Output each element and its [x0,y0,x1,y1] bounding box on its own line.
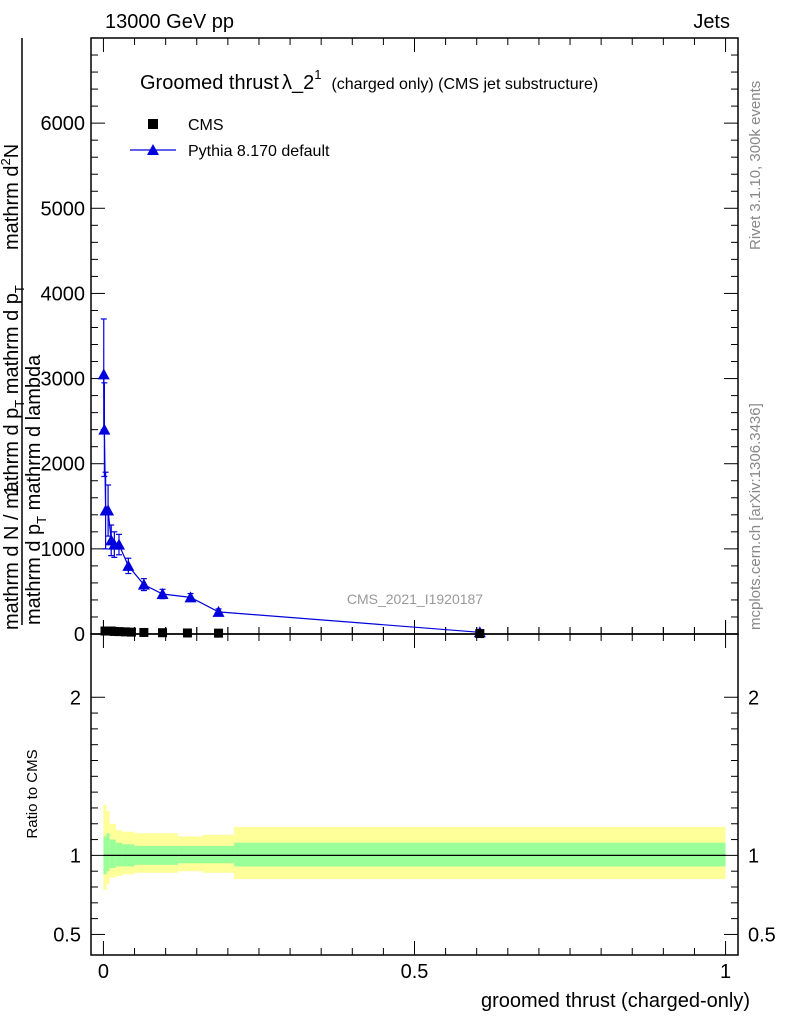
pythia-point [112,538,125,550]
axis-ticks: 0 1000 2000 3000 4000 5000 6000 0.5 0.5 1 1 2 2 0 0.5 1 [41,38,776,983]
ylabel-num-main: mathrm d N / mathrm d p [1,408,23,630]
ylabel-den-top: mathrm d [1,166,23,250]
cms-point [475,629,485,639]
cms-point [109,626,119,636]
lower-ytick-label: 1 [70,845,81,867]
svg-text:mathrm d pT mathrm d lambda: mathrm d pT mathrm d lambda [23,354,49,625]
header-process: Jets [693,11,730,33]
plot-title: Groomed thrust λ_21 (charged only) (CMS je… [140,67,598,94]
ylabel-den-bottom-sub: T [34,516,49,524]
cms-point [120,627,130,637]
cms-point [114,627,124,637]
cms-point [139,627,149,637]
pythia-point [184,591,197,603]
pythia-point [97,368,110,380]
upper-ytick-label: 1000 [41,539,86,561]
ratio-bands [103,804,726,891]
ylabel-num-sub2: T [12,285,27,293]
header-energy: 13000 GeV pp [105,11,234,33]
cms-point [158,628,168,638]
pythia-point [122,559,135,571]
ylabel-num-sub: T [12,400,27,408]
series-cms [100,626,485,639]
cms-point [214,628,224,638]
xtick-label: 0 [98,961,109,983]
green-band-7 [202,845,235,864]
green-band-1 [106,833,110,872]
lower-ytick-label: 0.5 [53,924,81,946]
green-band-8 [234,842,726,867]
pythia-point [212,605,225,617]
pythia-point [156,587,169,599]
lower-ylabel: Ratio to CMS [24,749,41,838]
upper-ytick-label: 2000 [41,454,86,476]
upper-ytick-label: 5000 [41,198,86,220]
mcplots-label: mcplots.cern.ch [arXiv:1306.3436] [747,403,764,630]
title-rest: (charged only) (CMS jet substructure) [331,76,598,93]
legend-pythia-label: Pythia 8.170 default [188,143,330,160]
green-band-2 [109,839,116,869]
analysis-watermark: CMS_2021_I1920187 [347,591,483,607]
lower-ytick-label-right: 0.5 [748,924,776,946]
svg-text:mathrm d2N: mathrm d2N [0,144,23,250]
xtick-label: 1 [720,961,731,983]
xtick-label: 0.5 [401,961,429,983]
pythia-point [102,504,115,516]
upper-ytick-label: 4000 [41,283,86,305]
rivet-label: Rivet 3.1.10, 300k events [747,81,764,250]
x-axis-label: groomed thrust (charged-only) [481,990,750,1012]
legend-cms-marker [148,119,158,129]
ylabel-num-one: 1 [1,484,23,495]
lower-frame [90,633,739,956]
lower-ytick-label: 2 [70,687,81,709]
upper-ytick-label: 0 [74,624,85,646]
upper-ylabel: mathrm d N / mathrm d pT mathrm d pT 1 m… [0,38,49,630]
title-lambda: λ_2 [282,72,314,94]
legend: CMS Pythia 8.170 default [130,117,330,160]
legend-cms-label: CMS [188,117,224,134]
cms-point [126,627,136,637]
ylabel-den-bottom: mathrm d p [23,524,45,625]
series-pythia [97,318,486,638]
cms-point [182,628,192,638]
upper-ytick-label: 3000 [41,369,86,391]
green-band-6 [178,845,203,864]
ylabel-den-sup: 2 [0,158,13,165]
pythia-point [98,423,111,435]
green-band-3 [115,842,123,867]
upper-ytick-label: 6000 [41,113,86,135]
title-sup: 1 [314,67,321,82]
lower-ytick-label-right: 1 [748,845,759,867]
ylabel-den-n: N [1,144,23,158]
pythia-point [137,578,150,590]
legend-pythia-marker [147,144,159,155]
title-main: Groomed thrust [140,72,279,94]
lower-ytick-label-right: 2 [748,687,759,709]
svg-text:mathrm d N / mathrm d pT mathr: mathrm d N / mathrm d pT mathrm d pT [1,285,27,630]
ylabel-den-bottom-tail: mathrm d lambda [23,354,45,516]
ylabel-num-tail: mathrm d p [1,293,23,400]
